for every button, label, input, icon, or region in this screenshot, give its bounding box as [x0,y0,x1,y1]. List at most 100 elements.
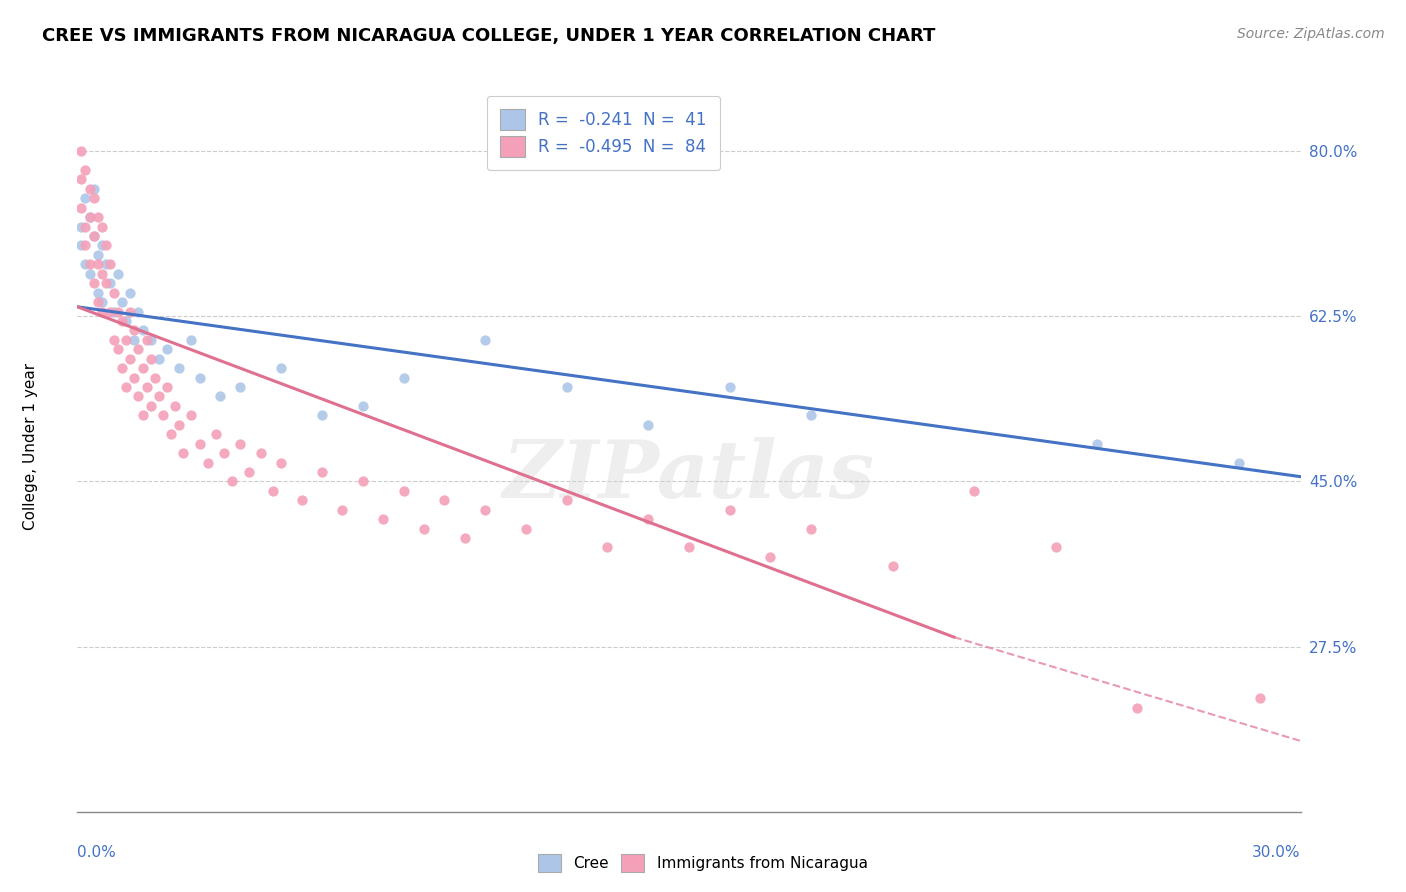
Point [139,333,162,347]
Point [103,285,125,300]
Point [156,343,179,357]
Point [107,343,129,357]
Point [238,465,260,479]
Point [70,172,93,186]
Point [79,267,101,281]
Point [98,304,121,318]
Point [392,483,415,498]
Point [90,295,112,310]
Point [212,446,235,460]
Point [94,276,117,290]
Point [139,351,162,366]
Point [1085,436,1108,450]
Point [148,351,170,366]
Point [963,483,986,498]
Text: College, Under 1 year: College, Under 1 year [24,362,38,530]
Point [83,191,105,205]
Point [882,559,904,574]
Point [352,475,374,489]
Point [135,380,157,394]
Point [135,333,157,347]
Point [131,409,153,423]
Legend: Cree, Immigrants from Nicaragua: Cree, Immigrants from Nicaragua [531,846,875,880]
Point [172,446,194,460]
Point [120,304,142,318]
Text: CREE VS IMMIGRANTS FROM NICARAGUA COLLEGE, UNDER 1 YEAR CORRELATION CHART: CREE VS IMMIGRANTS FROM NICARAGUA COLLEG… [42,27,935,45]
Point [637,417,659,432]
Point [1126,701,1149,715]
Point [75,163,97,178]
Point [474,333,496,347]
Point [180,409,202,423]
Point [83,229,105,244]
Point [115,380,138,394]
Point [75,238,97,252]
Point [70,238,93,252]
Point [70,201,93,215]
Point [124,333,146,347]
Point [156,380,179,394]
Point [131,323,153,337]
Point [188,370,211,384]
Point [131,361,153,376]
Point [107,267,129,281]
Point [139,399,162,413]
Point [453,531,475,545]
Point [120,351,142,366]
Point [637,512,659,526]
Point [120,285,142,300]
Point [169,361,191,376]
Point [515,522,537,536]
Point [262,483,284,498]
Point [98,276,121,290]
Point [413,522,436,536]
Point [127,304,149,318]
Point [229,436,252,450]
Point [678,541,700,555]
Point [250,446,273,460]
Point [152,409,174,423]
Point [127,389,149,403]
Point [169,417,191,432]
Point [127,343,149,357]
Point [180,333,202,347]
Point [311,465,333,479]
Point [221,475,243,489]
Point [1045,541,1067,555]
Point [70,144,93,158]
Point [70,219,93,234]
Point [87,248,110,262]
Point [290,493,312,508]
Point [90,238,112,252]
Point [555,380,578,394]
Point [718,380,741,394]
Text: 0.0%: 0.0% [77,845,117,860]
Point [197,456,219,470]
Point [433,493,456,508]
Point [148,389,170,403]
Legend: R =  -0.241  N =  41, R =  -0.495  N =  84: R = -0.241 N = 41, R = -0.495 N = 84 [486,96,720,170]
Text: ZIPatlas: ZIPatlas [503,436,875,514]
Point [332,502,354,516]
Point [124,370,146,384]
Point [311,409,333,423]
Text: 30.0%: 30.0% [1253,845,1301,860]
Point [98,257,121,271]
Point [87,295,110,310]
Point [596,541,619,555]
Point [94,238,117,252]
Point [371,512,394,526]
Point [143,370,166,384]
Point [205,427,228,442]
Point [90,304,112,318]
Point [107,304,129,318]
Point [87,285,110,300]
Point [270,456,292,470]
Point [208,389,231,403]
Point [75,257,97,271]
Point [87,210,110,224]
Point [160,427,183,442]
Point [111,361,134,376]
Point [103,304,125,318]
Point [800,522,823,536]
